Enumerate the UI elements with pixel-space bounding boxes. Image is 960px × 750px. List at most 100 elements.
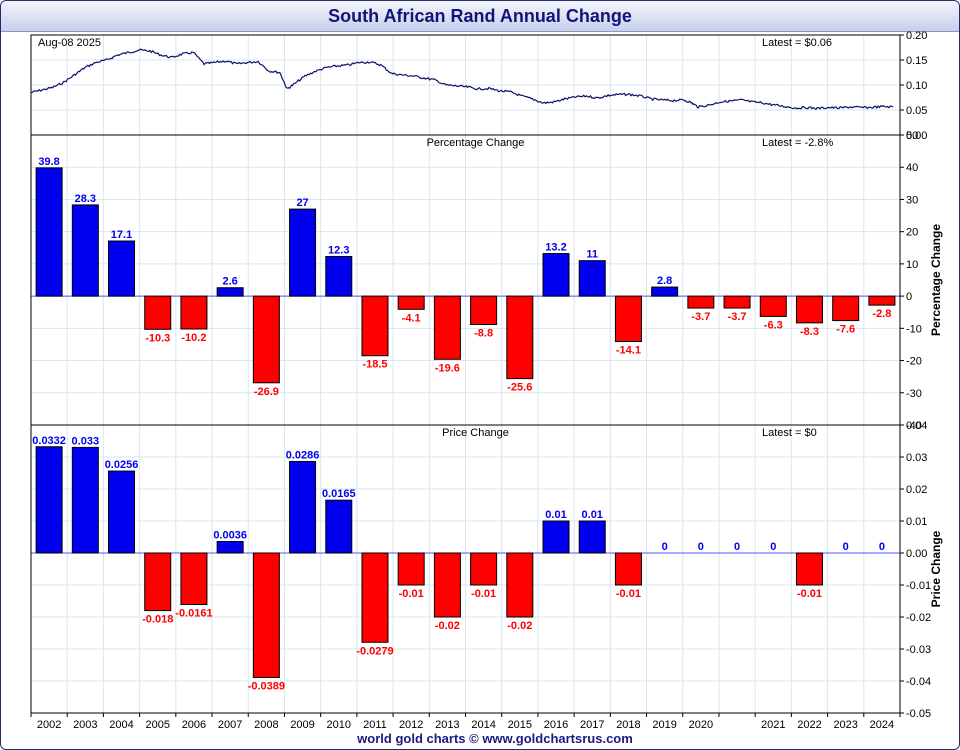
- percentage-bar: [361, 295, 389, 357]
- x-tick-label: 2003: [73, 719, 97, 731]
- y-tick-label: -0.05: [906, 708, 931, 720]
- x-tick-label: 2024: [870, 719, 894, 731]
- percentage-bar: [542, 253, 570, 297]
- percentage-data-label: 2.8: [657, 275, 672, 287]
- percentage-bar: [216, 287, 244, 297]
- percentage-bar: [289, 208, 317, 297]
- x-tick-label: 2008: [254, 719, 278, 731]
- y-tick-label: -0.03: [906, 644, 931, 656]
- price-change-data-label: 0.033: [72, 435, 100, 447]
- percentage-data-label: 27: [296, 197, 308, 209]
- percentage-bar: [433, 295, 461, 360]
- x-tick-label: 2002: [37, 719, 61, 731]
- percentage-data-label: -4.1: [402, 312, 421, 324]
- price-change-bar: [108, 470, 136, 554]
- x-tick-label: 2018: [616, 719, 640, 731]
- y-tick-label: 0.04: [906, 420, 927, 432]
- percentage-bar: [397, 295, 425, 310]
- price-change-data-label: 0: [734, 541, 740, 553]
- y-tick-label: 0.10: [906, 80, 927, 92]
- x-tick-label: 2011: [363, 719, 387, 731]
- price-change-bar: [289, 460, 317, 554]
- x-tick-label: 2013: [435, 719, 459, 731]
- price-change-bar: [71, 446, 99, 554]
- price-change-bar: [397, 552, 425, 586]
- percentage-latest-label: Latest = -2.8%: [762, 137, 833, 149]
- x-tick-label: 2005: [145, 719, 169, 731]
- percentage-bar: [144, 295, 172, 330]
- y-tick-label: 0.15: [906, 55, 927, 67]
- price-change-panel-title: Price Change: [442, 427, 509, 439]
- price-change-data-label: -0.0279: [356, 645, 393, 657]
- percentage-bar: [180, 295, 208, 330]
- y-tick-label: 0.03: [906, 452, 927, 464]
- percentage-data-label: -25.6: [507, 382, 532, 394]
- price-change-data-label: -0.0161: [175, 608, 212, 620]
- x-tick-label: 2021: [761, 719, 785, 731]
- y-tick-label: 0.05: [906, 105, 927, 117]
- percentage-bar: [868, 295, 896, 306]
- percentage-bar: [325, 255, 353, 297]
- price-change-bar: [252, 552, 280, 678]
- percentage-data-label: -3.7: [691, 311, 710, 323]
- y-tick-label: -0.04: [906, 676, 931, 688]
- percentage-data-label: -26.9: [254, 386, 279, 398]
- x-tick-label: 2017: [580, 719, 604, 731]
- x-tick-label: 2022: [797, 719, 821, 731]
- x-tick-label: 2023: [833, 719, 857, 731]
- y-tick-label: 20: [906, 227, 918, 239]
- percentage-bar: [795, 295, 823, 324]
- x-tick-label: 2007: [218, 719, 242, 731]
- percentage-data-label: 12.3: [328, 244, 349, 256]
- price-change-data-label: 0.0165: [322, 488, 356, 500]
- price-change-bar: [470, 552, 498, 586]
- percentage-y-axis-label: Percentage Change: [929, 224, 943, 336]
- y-tick-label: -20: [906, 356, 922, 368]
- price-change-bar: [35, 446, 63, 554]
- y-tick-label: 40: [906, 162, 918, 174]
- price-change-bar: [180, 552, 208, 606]
- percentage-bar: [71, 204, 99, 297]
- x-tick-label: 2019: [652, 719, 676, 731]
- percentage-data-label: -18.5: [362, 359, 387, 371]
- percentage-bar: [470, 295, 498, 325]
- percentage-data-label: -19.6: [435, 362, 460, 374]
- y-tick-label: -30: [906, 388, 922, 400]
- y-tick-label: 0.00: [906, 548, 927, 560]
- percentage-data-label: -3.7: [728, 311, 747, 323]
- percentage-data-label: -7.6: [836, 324, 855, 336]
- percentage-data-label: -10.3: [145, 332, 170, 344]
- percentage-data-label: -2.8: [872, 308, 891, 320]
- chart-title: South African Rand Annual Change: [328, 6, 632, 26]
- y-tick-label: -10: [906, 323, 922, 335]
- price-change-bar: [614, 552, 642, 586]
- price-change-data-label: 0.01: [545, 509, 566, 521]
- price-change-data-label: 0.01: [582, 509, 603, 521]
- percentage-data-label: -6.3: [764, 319, 783, 331]
- title-bar: South African Rand Annual Change: [1, 1, 959, 32]
- y-tick-label: 0: [906, 291, 912, 303]
- percentage-data-label: -8.8: [474, 327, 493, 339]
- percentage-bar: [651, 286, 679, 297]
- y-tick-label: 0.20: [906, 30, 927, 42]
- price-change-data-label: -0.01: [471, 588, 496, 600]
- y-tick-label: 0.01: [906, 516, 927, 528]
- price-change-bar: [325, 499, 353, 554]
- percentage-bar: [578, 260, 606, 297]
- y-tick-label: 10: [906, 259, 918, 271]
- percentage-data-label: 13.2: [545, 242, 566, 254]
- price-change-data-label: -0.01: [797, 588, 822, 600]
- price-change-data-label: -0.01: [616, 588, 641, 600]
- price-change-data-label: -0.02: [507, 620, 532, 632]
- price-change-data-label: 0.0036: [213, 529, 247, 541]
- date-label: Aug-08 2025: [38, 37, 101, 49]
- y-tick-label: 0.00: [906, 130, 927, 142]
- percentage-bar: [723, 295, 751, 309]
- percentage-data-label: 2.6: [222, 276, 237, 288]
- x-tick-label: 2015: [508, 719, 532, 731]
- price-change-latest-label: Latest = $0: [762, 427, 817, 439]
- price-change-bar: [361, 552, 389, 643]
- price-change-bar: [216, 540, 244, 554]
